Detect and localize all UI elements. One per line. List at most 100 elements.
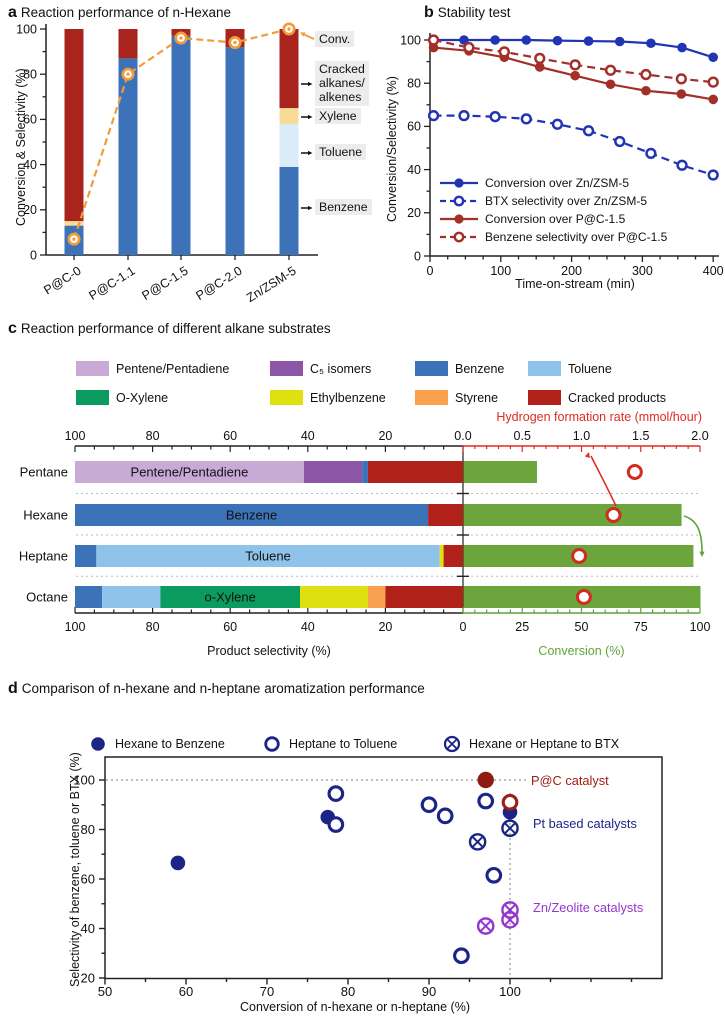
data-point xyxy=(708,94,718,105)
panel-a-annotation-label: Toluene xyxy=(315,144,367,161)
legend-item: Hexane or Heptane to BTX xyxy=(442,735,619,753)
legend-label: Hexane or Heptane to BTX xyxy=(469,737,620,751)
legend-swatch xyxy=(415,361,448,376)
bar-segment-label: Pentene/Pentadiene xyxy=(131,465,249,480)
legend-label: BTX selectivity over Zn/ZSM-5 xyxy=(485,194,648,208)
bar-segment xyxy=(75,545,97,567)
row-label: Heptane xyxy=(19,549,68,564)
x-tick-label: 60 xyxy=(179,984,193,999)
arrow-head xyxy=(307,150,313,156)
row-label: Hexane xyxy=(23,508,68,523)
bar-segment xyxy=(102,586,161,608)
data-point xyxy=(427,34,440,46)
data-point xyxy=(327,816,345,833)
arrow-head xyxy=(699,551,705,557)
legend-label: Benzene selectivity over P@C-1.5 xyxy=(485,230,668,244)
y-tick-label: 40 xyxy=(81,921,95,936)
data-point xyxy=(675,73,687,85)
data-point xyxy=(463,41,475,54)
panel-c-conversion-axis-label: Conversion (%) xyxy=(538,644,625,658)
selectivity-tick-label-bottom: 80 xyxy=(146,620,160,634)
data-point xyxy=(640,68,652,81)
data-point xyxy=(501,901,519,919)
legend-item: Toluene xyxy=(528,361,612,376)
data-point xyxy=(569,59,581,71)
row-label: Octane xyxy=(26,590,68,605)
data-line xyxy=(433,114,714,177)
arrow-head xyxy=(307,205,313,211)
conversion-marker-dot xyxy=(287,27,291,31)
panel-a-tag: a xyxy=(8,4,17,21)
panel-b-x-axis-label: Time-on-stream (min) xyxy=(515,277,635,291)
data-point xyxy=(327,785,345,802)
x-tick-label: 70 xyxy=(260,984,274,999)
x-tick-label: P@C-0 xyxy=(41,264,83,298)
data-point xyxy=(552,35,563,46)
x-tick-label: 100 xyxy=(499,984,521,999)
x-tick-label: 90 xyxy=(422,984,436,999)
bar-segment xyxy=(428,504,463,526)
bar-segment xyxy=(225,47,245,255)
data-point xyxy=(520,113,532,125)
legend-marker-icon xyxy=(440,195,478,207)
panel-d-x-axis-label: Conversion of n-hexane or n-heptane (%) xyxy=(240,1000,470,1014)
panel-c-selectivity-axis-label: Product selectivity (%) xyxy=(207,644,331,658)
legend-swatch xyxy=(270,390,303,405)
data-point xyxy=(707,76,719,88)
legend-item: Conversion over Zn/ZSM-5 xyxy=(438,174,667,192)
data-point xyxy=(605,79,616,90)
data-point xyxy=(501,819,519,838)
plot-frame xyxy=(104,756,663,980)
bar-segment xyxy=(75,504,429,526)
data-point xyxy=(490,35,500,45)
data-point xyxy=(485,866,503,884)
x-tick-label: 300 xyxy=(632,264,653,278)
conversion-marker-dot xyxy=(72,237,76,241)
y-tick-label: 100 xyxy=(400,33,421,47)
legend-label: C₅ isomers xyxy=(310,361,372,376)
bar-segment xyxy=(439,545,444,567)
panel-b-plot: 0 20 40 60 80 100 0 100 200 300 400 xyxy=(400,33,724,278)
panel-d-annotation-label: P@C catalyst xyxy=(531,773,609,788)
data-point xyxy=(521,35,532,45)
legend-label: Heptane to Toluene xyxy=(289,737,398,751)
bar-segment xyxy=(75,461,304,483)
data-point-cross xyxy=(471,835,484,848)
conversion-marker-dot xyxy=(179,36,183,40)
hydrogen-tick-label: 2.0 xyxy=(691,429,708,443)
data-point xyxy=(501,911,519,929)
x-tick-label: 400 xyxy=(703,264,724,278)
x-tick-label: P@C-1.5 xyxy=(139,264,190,303)
data-point-cross xyxy=(479,919,492,933)
conversion-bar xyxy=(463,461,537,483)
x-tick-label: 200 xyxy=(561,264,582,278)
selectivity-tick-label-top: 100 xyxy=(65,429,86,443)
data-point xyxy=(489,111,501,123)
bar-segment-label: Benzene xyxy=(226,508,277,523)
panel-a-annotation-label: Cracked alkanes/ alkenes xyxy=(315,61,369,106)
y-tick-label: 20 xyxy=(407,206,421,220)
data-point xyxy=(170,855,186,871)
data-point xyxy=(459,35,469,45)
green-axis-arrow xyxy=(683,515,703,553)
x-tick-label: 100 xyxy=(490,264,511,278)
data-point xyxy=(477,792,495,810)
data-point xyxy=(453,947,470,965)
y-tick-label: 40 xyxy=(407,163,421,177)
data-point xyxy=(534,62,545,72)
legend-label: Cracked products xyxy=(568,390,666,405)
data-point xyxy=(583,36,594,46)
data-point xyxy=(604,64,617,76)
legend-marker-icon xyxy=(440,178,478,188)
bar-segment xyxy=(385,586,463,608)
bar-segment xyxy=(443,545,463,567)
legend-item: C₅ isomers xyxy=(270,361,371,376)
y-tick-label: 80 xyxy=(23,68,37,82)
data-point xyxy=(677,42,687,53)
panel-d-tag: d xyxy=(8,680,18,697)
panel-a-title-text: Reaction performance of n-Hexane xyxy=(20,5,232,20)
selectivity-tick-label-top: 40 xyxy=(301,429,315,443)
bar-segment xyxy=(300,586,368,608)
